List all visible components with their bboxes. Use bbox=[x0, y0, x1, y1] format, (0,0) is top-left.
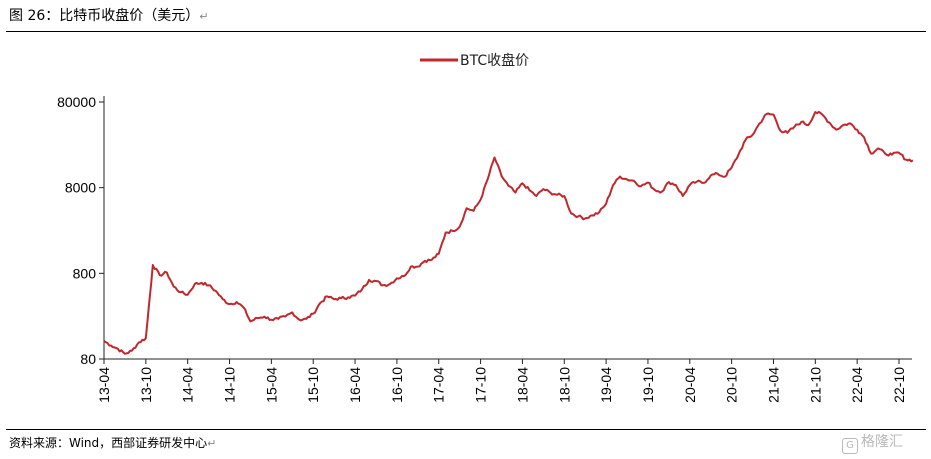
x-tick-label: 19-10 bbox=[640, 367, 656, 403]
x-tick-label: 21-10 bbox=[807, 367, 823, 403]
x-tick-label: 16-10 bbox=[389, 367, 405, 403]
x-tick-label: 14-10 bbox=[222, 367, 238, 403]
watermark-logo-icon: G bbox=[842, 438, 858, 454]
x-tick-label: 17-10 bbox=[473, 367, 489, 403]
chart-axes bbox=[103, 96, 912, 360]
x-tick-label: 17-04 bbox=[431, 367, 447, 403]
x-tick-label: 20-04 bbox=[682, 367, 698, 403]
figure-title: 图 26：比特币收盘价（美元）↵ bbox=[9, 6, 208, 27]
watermark-text: 格隆汇 bbox=[861, 434, 903, 450]
chart-ticks: 80 800 8000 80000 13-04 13-10 14-04 14-10 15-04 1… bbox=[57, 94, 907, 403]
x-tick-label: 22-04 bbox=[849, 367, 865, 403]
x-tick-label: 13-10 bbox=[138, 367, 154, 403]
figure-title-text: 图 26：比特币收盘价（美元） bbox=[9, 8, 200, 24]
x-tick-label: 18-10 bbox=[556, 367, 572, 403]
x-tick-label: 20-10 bbox=[724, 367, 740, 403]
x-tick-label: 15-04 bbox=[263, 367, 279, 403]
x-tick-label: 21-04 bbox=[765, 367, 781, 403]
top-divider bbox=[6, 31, 926, 32]
source-text: 资料来源：Wind，西部证券研发中心 bbox=[9, 436, 208, 450]
x-tick-label: 13-04 bbox=[96, 367, 112, 403]
x-tick-label: 15-10 bbox=[305, 367, 321, 403]
return-mark-icon: ↵ bbox=[199, 10, 209, 23]
x-tick-label: 19-04 bbox=[598, 367, 614, 403]
x-tick-label: 22-10 bbox=[891, 367, 907, 403]
y-tick-label: 80 bbox=[80, 351, 96, 367]
y-tick-label: 8000 bbox=[65, 180, 96, 196]
chart-legend: BTC收盘价 bbox=[420, 52, 529, 69]
x-tick-label: 16-04 bbox=[347, 367, 363, 403]
source-note: 资料来源：Wind，西部证券研发中心↵ bbox=[9, 434, 216, 453]
x-tick-label: 14-04 bbox=[180, 367, 196, 403]
chart-lines bbox=[103, 110, 914, 355]
watermark: G 格隆汇 bbox=[842, 432, 903, 454]
legend-label: BTC收盘价 bbox=[460, 52, 529, 69]
bottom-divider bbox=[6, 429, 926, 430]
y-tick-label: 80000 bbox=[57, 94, 96, 110]
return-mark-icon: ↵ bbox=[207, 437, 217, 450]
x-tick-label: 18-04 bbox=[514, 367, 530, 403]
y-tick-label: 800 bbox=[73, 265, 97, 281]
series-line bbox=[103, 110, 914, 355]
